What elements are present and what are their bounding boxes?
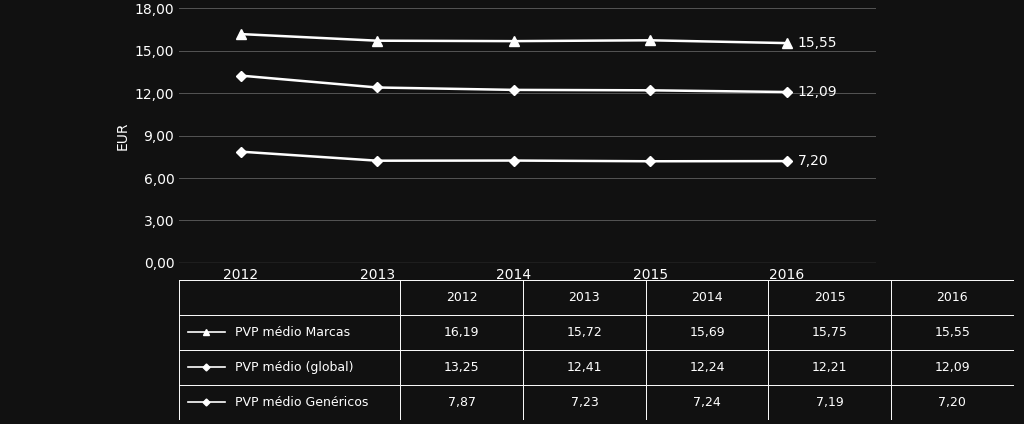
Text: 7,20: 7,20 <box>798 154 828 168</box>
Text: 12,09: 12,09 <box>798 85 838 99</box>
Text: 12,41: 12,41 <box>566 361 602 374</box>
Text: 2013: 2013 <box>568 291 600 304</box>
Text: 15,72: 15,72 <box>566 326 602 339</box>
Text: 7,20: 7,20 <box>938 396 967 409</box>
Text: 2012: 2012 <box>445 291 477 304</box>
Text: 12,09: 12,09 <box>935 361 970 374</box>
Text: 7,19: 7,19 <box>816 396 844 409</box>
Text: 2015: 2015 <box>814 291 846 304</box>
Text: 15,69: 15,69 <box>689 326 725 339</box>
Text: 16,19: 16,19 <box>444 326 479 339</box>
Text: 7,24: 7,24 <box>693 396 721 409</box>
Text: 12,21: 12,21 <box>812 361 848 374</box>
Text: 15,75: 15,75 <box>812 326 848 339</box>
Text: 12,24: 12,24 <box>689 361 725 374</box>
Text: 2014: 2014 <box>691 291 723 304</box>
Text: 7,23: 7,23 <box>570 396 598 409</box>
Text: 15,55: 15,55 <box>798 36 838 50</box>
Text: PVP médio Marcas: PVP médio Marcas <box>236 326 350 339</box>
Text: 13,25: 13,25 <box>443 361 479 374</box>
Text: 7,87: 7,87 <box>447 396 476 409</box>
Text: PVP médio Genéricos: PVP médio Genéricos <box>236 396 369 409</box>
Text: 15,55: 15,55 <box>935 326 971 339</box>
Text: 2016: 2016 <box>937 291 969 304</box>
Text: PVP médio (global): PVP médio (global) <box>236 361 353 374</box>
Y-axis label: EUR: EUR <box>115 121 129 150</box>
